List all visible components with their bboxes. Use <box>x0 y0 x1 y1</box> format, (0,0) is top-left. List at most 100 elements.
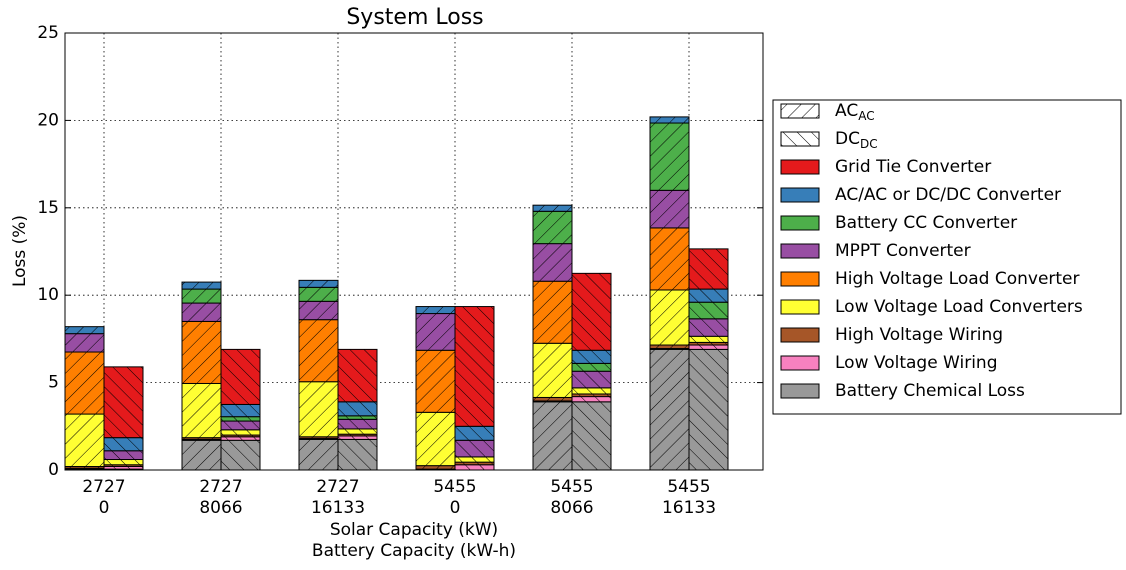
bar-hatch <box>650 345 689 349</box>
bar-hatch <box>533 211 572 244</box>
bar-hatch <box>104 459 143 465</box>
x-axis-label: Solar Capacity (kW) <box>330 520 498 540</box>
bar-hatch <box>533 281 572 344</box>
bar-hatch <box>299 319 338 382</box>
bar-hatch <box>338 401 377 416</box>
bar-hatch <box>221 440 260 470</box>
bar-hatch <box>689 349 728 470</box>
bar-hatch <box>65 466 104 469</box>
x-tick-label: 2727 <box>82 477 125 497</box>
legend-swatch <box>780 131 820 147</box>
y-tick-label: 5 <box>48 373 59 393</box>
bar-hatch <box>689 345 728 350</box>
bar-hatch <box>650 123 689 191</box>
bar-hatch <box>650 289 689 346</box>
bar-hatch <box>299 280 338 288</box>
bar-hatch <box>299 436 338 439</box>
legend-label: Grid Tie Converter <box>835 157 991 177</box>
bar-hatch <box>572 393 611 397</box>
x-tick-label: 2727 <box>316 477 359 497</box>
legend-label-main: AC <box>835 101 858 121</box>
y-tick-label: 0 <box>48 460 59 480</box>
bar-hatch <box>182 440 221 470</box>
bar-hatch <box>533 397 572 401</box>
legend-box <box>772 99 1122 415</box>
bar-hatch <box>650 349 689 470</box>
x-axis-label: Battery Capacity (kW-h) <box>312 541 516 561</box>
bar-hatch <box>65 414 104 467</box>
bar-hatch <box>689 302 728 319</box>
bar-hatch <box>65 326 104 334</box>
bar-hatch <box>455 426 494 441</box>
legend-swatch <box>780 355 820 371</box>
bar-hatch <box>533 343 572 398</box>
bar-hatch <box>455 456 494 463</box>
legend-swatch <box>780 159 820 175</box>
y-tick-label: 15 <box>37 198 59 218</box>
bar-hatch <box>221 421 260 430</box>
bar-hatch <box>221 404 260 417</box>
legend-swatch <box>780 243 820 259</box>
bar-hatch <box>182 289 221 304</box>
bar-hatch <box>182 383 221 438</box>
bar-hatch <box>338 434 377 436</box>
bar-hatch <box>299 287 338 302</box>
bar-hatch <box>572 350 611 364</box>
x-tick-label: 8066 <box>199 498 242 518</box>
bar-hatch <box>416 412 455 466</box>
bar-hatch <box>182 303 221 322</box>
bar-hatch <box>455 462 494 465</box>
bar-hatch <box>689 248 728 290</box>
bar-hatch <box>455 464 494 470</box>
chart-title: System Loss <box>346 5 483 30</box>
bar-hatch <box>182 321 221 384</box>
bar-hatch <box>104 366 143 438</box>
bar-hatch <box>299 301 338 320</box>
bar-hatch <box>572 396 611 402</box>
bar-hatch <box>689 289 728 303</box>
bar-hatch <box>104 466 143 470</box>
bar-hatch <box>104 464 143 467</box>
legend-label: MPPT Converter <box>835 241 971 261</box>
legend-label: Low Voltage Wiring <box>835 353 998 373</box>
x-tick-label: 5455 <box>550 477 593 497</box>
bar-hatch <box>572 371 611 388</box>
x-tick-label: 0 <box>99 498 110 518</box>
legend-swatch <box>780 103 820 119</box>
x-tick-label: 0 <box>450 498 461 518</box>
bar-hatch <box>533 243 572 282</box>
y-axis-label: Loss (%) <box>10 215 30 287</box>
bar-hatch <box>533 401 572 470</box>
bar-hatch <box>533 205 572 212</box>
bar-hatch <box>338 419 377 429</box>
legend-label-sub: AC <box>858 109 874 123</box>
bar-hatch <box>65 333 104 353</box>
plot-frame <box>64 32 764 471</box>
x-tick-label: 2727 <box>199 477 242 497</box>
x-tick-label: 8066 <box>550 498 593 518</box>
legend-swatch <box>780 383 820 399</box>
bar-hatch <box>416 313 455 351</box>
legend-label: Battery Chemical Loss <box>835 381 1025 401</box>
bar-hatch <box>299 439 338 470</box>
legend-swatch <box>780 187 820 203</box>
bar-hatch <box>572 273 611 351</box>
legend-swatch <box>780 327 820 343</box>
legend-swatch <box>780 299 820 315</box>
bar-hatch <box>455 306 494 427</box>
bar-hatch <box>104 437 143 451</box>
bar-hatch <box>221 349 260 405</box>
bar-hatch <box>572 387 611 394</box>
legend-label: DCDC <box>835 129 878 151</box>
x-tick-label: 16133 <box>311 498 365 518</box>
bar-hatch <box>689 336 728 343</box>
legend-swatch <box>780 215 820 231</box>
bar-hatch <box>689 318 728 337</box>
bar-hatch <box>650 190 689 228</box>
legend-label: AC/AC or DC/DC Converter <box>835 185 1061 205</box>
bar-hatch <box>104 450 143 460</box>
bar-hatch <box>299 381 338 437</box>
bar-hatch <box>650 227 689 290</box>
bar-hatch <box>338 349 377 402</box>
